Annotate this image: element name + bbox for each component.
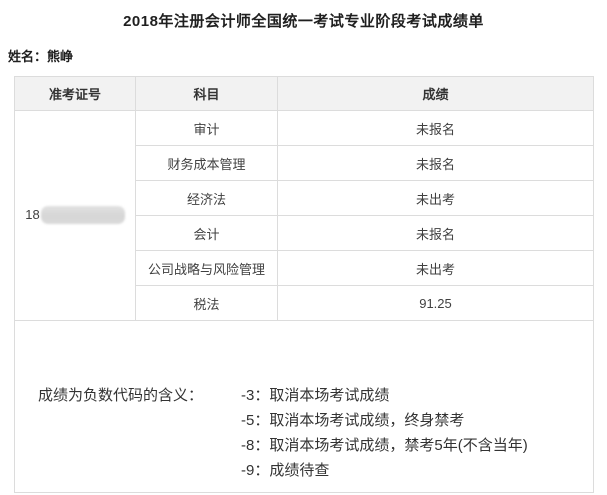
legend-row: 成绩为负数代码的含义： -3：取消本场考试成绩 -5：取消本场考试成绩，终身禁考… [14, 320, 594, 493]
redaction-blur [40, 206, 125, 225]
col-header-score: 成绩 [277, 76, 594, 111]
legend-label: 成绩为负数代码的含义： [38, 387, 204, 404]
score-cell: 未报名 [277, 110, 594, 146]
table-row: 财务成本管理 未报名 [15, 145, 594, 181]
ticket-number-cell: 18 [14, 110, 136, 321]
subject-cell: 公司战略与风险管理 [135, 250, 278, 286]
legend-cell: 成绩为负数代码的含义： -3：取消本场考试成绩 -5：取消本场考试成绩，终身禁考… [14, 320, 594, 493]
name-label: 姓名： [8, 49, 48, 64]
table-row: 税法 91.25 [15, 285, 594, 321]
table-row: 会计 未报名 [15, 215, 594, 251]
ticket-number-prefix: 18 [25, 206, 40, 222]
table-header-row: 准考证号 科目 成绩 [14, 76, 594, 111]
subject-cell: 会计 [135, 215, 278, 251]
subject-cell: 审计 [135, 110, 278, 146]
legend-item-minus8: -8：取消本场考试成绩，禁考5年(不含当年) [241, 437, 528, 454]
legend-item-minus9: -9：成绩待查 [241, 462, 330, 479]
col-header-subject: 科目 [135, 76, 278, 111]
col-header-ticket-number: 准考证号 [14, 76, 136, 111]
score-table: 准考证号 科目 成绩 18 审计 未报名 财务成本管理 未报名 经济法 未出考 [14, 76, 594, 493]
subject-cell: 税法 [135, 285, 278, 321]
score-cell: 未报名 [277, 215, 594, 251]
score-cell: 未出考 [277, 250, 594, 286]
score-cell: 未出考 [277, 180, 594, 216]
legend-item-minus3: -3：取消本场考试成绩 [241, 387, 390, 404]
name-value: 熊峥 [47, 49, 74, 64]
table-row: 18 审计 未报名 [14, 110, 594, 321]
candidate-name-line: 姓名：熊峥 [8, 46, 607, 65]
legend-item-minus5: -5：取消本场考试成绩，终身禁考 [241, 412, 465, 429]
page-title: 2018年注册会计师全国统一考试专业阶段考试成绩单 [123, 13, 484, 30]
score-cell: 91.25 [277, 285, 594, 321]
subject-cell: 经济法 [135, 180, 278, 216]
score-cell: 未报名 [277, 145, 594, 181]
legend-items: -3：取消本场考试成绩 -5：取消本场考试成绩，终身禁考 -8：取消本场考试成绩… [241, 383, 528, 483]
legend-wrap: 成绩为负数代码的含义： -3：取消本场考试成绩 -5：取消本场考试成绩，终身禁考… [15, 321, 593, 483]
table-row: 公司战略与风险管理 未出考 [15, 250, 594, 286]
table-row: 经济法 未出考 [15, 180, 594, 216]
subject-cell: 财务成本管理 [135, 145, 278, 181]
